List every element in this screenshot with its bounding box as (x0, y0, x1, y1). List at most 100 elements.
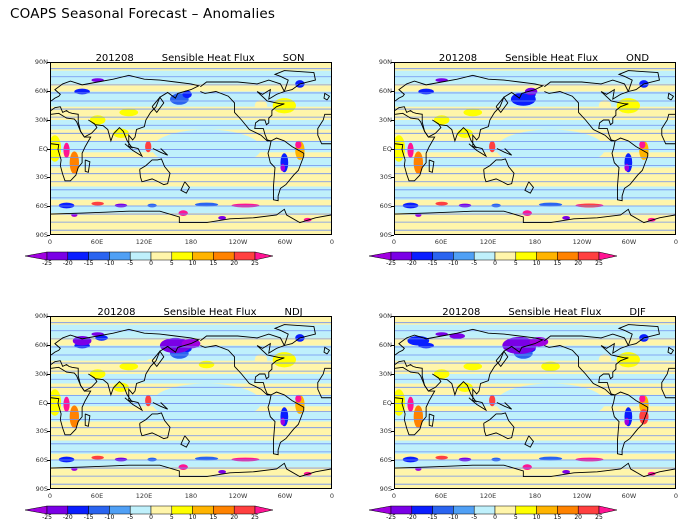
anomaly-band (395, 205, 675, 214)
anomaly-map (50, 62, 332, 235)
colorbar-swatch (557, 505, 579, 515)
colorbar-swatch (192, 505, 214, 515)
colorbar-swatch (557, 251, 579, 261)
lat-label: 60S (35, 456, 48, 465)
lon-label: 0 (329, 492, 335, 500)
anomaly-map (50, 316, 332, 489)
lon-label: 0 (391, 492, 397, 500)
panel-son: 201208 Sensible Heat Flux SON 90N 60N 30N EQ 30… (10, 53, 340, 273)
panel-title-season: OND (626, 53, 650, 64)
anomaly-blob (58, 202, 75, 209)
axis-tick (47, 62, 50, 63)
colorbar-swatch (577, 505, 600, 515)
anomaly-blob (458, 457, 472, 462)
anomaly-blob (395, 389, 406, 416)
colorbar-swatch (473, 251, 496, 261)
axis-tick (47, 206, 50, 208)
axis-tick (47, 402, 50, 404)
anomaly-band (51, 324, 331, 338)
axis-tick (391, 148, 394, 150)
lon-label: 60E (434, 238, 448, 246)
panel-title-season: SON (282, 53, 305, 64)
axis-tick (391, 316, 394, 317)
lon-label: 60E (434, 492, 448, 500)
main-title: COAPS Seasonal Forecast – Anomalies (10, 6, 276, 22)
lon-label: 60W (277, 492, 293, 500)
colorbar-swatch (254, 251, 274, 261)
lon-label: 180 (528, 492, 542, 500)
anomaly-blob (435, 455, 448, 460)
axis-tick (47, 119, 50, 121)
colorbar-swatch (109, 505, 131, 515)
anomaly-band (395, 120, 675, 130)
lat-label: 90N (34, 58, 48, 66)
panel-title-variable: Sensible Heat Flux (505, 53, 599, 64)
colorbar-tick-label: -10 (104, 260, 115, 267)
anomaly-blob (407, 142, 414, 158)
lat-label: 60N (34, 340, 48, 349)
axis-tick (47, 90, 50, 92)
anomaly-blob (463, 362, 483, 371)
anomaly-blob (58, 456, 75, 463)
anomaly-band (51, 374, 331, 384)
anomaly-blob (218, 215, 226, 220)
anomaly-blob (119, 362, 139, 371)
lon-label: 0 (673, 492, 679, 500)
lon-label: 120W (228, 238, 248, 246)
lon-label: 0 (47, 492, 53, 500)
colorbar-tick-label: 20 (574, 260, 583, 267)
axis-tick (47, 235, 50, 236)
anomaly-blob (541, 361, 560, 372)
colorbar-swatch (453, 251, 475, 261)
axis-tick (391, 489, 394, 490)
colorbar-swatch (536, 251, 558, 261)
axis-tick (391, 373, 394, 375)
colorbar-tick-label: 0 (493, 260, 497, 267)
colorbar-swatch (129, 251, 152, 261)
anomaly-blob (407, 336, 430, 346)
lon-label: 120W (228, 492, 248, 500)
colorbar-tick-label: 15 (209, 260, 218, 267)
lat-label: 90N (378, 58, 392, 66)
colorbar-swatch (25, 251, 48, 261)
axis-tick (47, 373, 50, 375)
lon-label: 0 (47, 238, 53, 246)
lon-label: 60E (90, 492, 104, 500)
axis-tick (47, 431, 50, 433)
lon-label: 60W (277, 238, 293, 246)
colorbar-swatch (213, 505, 235, 515)
anomaly-region (496, 383, 605, 422)
colorbar-swatch (67, 251, 89, 261)
anomaly-blob (639, 140, 646, 149)
lat-label: 30S (379, 173, 392, 182)
panel-title: 201208 Sensible Heat Flux NDJ (50, 307, 350, 318)
anomaly-blob (254, 354, 268, 366)
lon-label: 60E (90, 238, 104, 246)
lon-label: 120E (135, 492, 153, 500)
anomaly-blob (91, 201, 104, 206)
anomaly-blob (114, 203, 128, 208)
colorbar-swatch (515, 251, 537, 261)
lat-label: 30S (35, 173, 48, 182)
lon-label: 60W (621, 238, 637, 246)
anomaly-map (394, 62, 676, 235)
colorbar-tick-label: 15 (209, 514, 218, 521)
colorbar-swatch (411, 251, 433, 261)
axis-tick (47, 148, 50, 150)
anomaly-blob (119, 108, 139, 117)
colorbar-tick-label: -5 (127, 514, 134, 521)
panel-title-variable: Sensible Heat Flux (161, 53, 255, 64)
lon-label: 180 (184, 238, 198, 246)
axis-tick (391, 177, 394, 179)
colorbar-tick-label: 10 (532, 514, 541, 521)
anomaly-blob (147, 457, 157, 462)
anomaly-blob (433, 115, 450, 125)
anomaly-blob (463, 108, 483, 117)
anomaly-blob (510, 92, 536, 106)
anomaly-map (394, 316, 676, 489)
anomaly-blob (522, 464, 532, 470)
anomaly-blob (89, 369, 106, 379)
lon-label: 0 (673, 238, 679, 246)
anomaly-blob (624, 417, 630, 426)
anomaly-blob (198, 360, 215, 369)
